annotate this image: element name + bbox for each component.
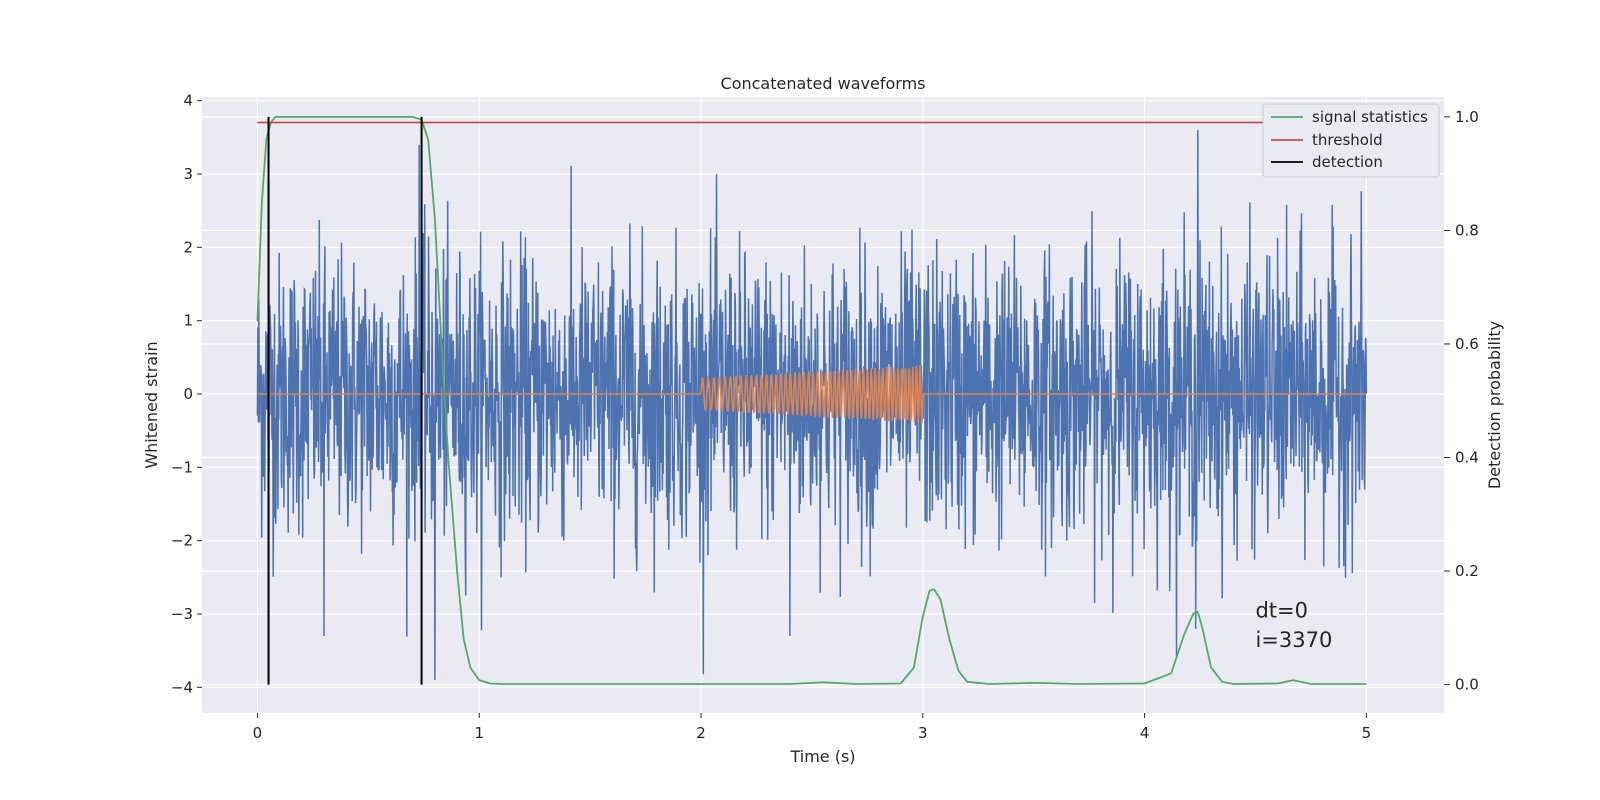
y-tick-label: 0 bbox=[183, 385, 193, 403]
y2-tick-label: 0.8 bbox=[1455, 221, 1479, 239]
y-tick-label: 1 bbox=[183, 312, 193, 330]
legend-label-signal-statistics: signal statistics bbox=[1312, 108, 1428, 126]
legend-label-threshold: threshold bbox=[1312, 131, 1383, 149]
y2-tick-label: 0.6 bbox=[1455, 335, 1479, 353]
legend: signal statistics threshold detection bbox=[1262, 103, 1440, 178]
y-tick-label: 2 bbox=[183, 238, 193, 256]
legend-box bbox=[1262, 103, 1440, 178]
x-tick-label: 2 bbox=[696, 724, 706, 742]
annotation-i: i=3370 bbox=[1255, 628, 1332, 652]
y2-tick-label: 0.4 bbox=[1455, 449, 1479, 467]
y-tick-label: −1 bbox=[171, 458, 193, 476]
series-layer bbox=[256, 116, 1368, 685]
y2-axis-label: Detection probability bbox=[1485, 321, 1504, 489]
series-injected-waveform bbox=[257, 364, 1367, 424]
y-tick-label: −3 bbox=[171, 605, 193, 623]
y-tick-label: −2 bbox=[171, 532, 193, 550]
x-axis-label: Time (s) bbox=[789, 747, 855, 766]
y-tick-label: 3 bbox=[183, 165, 193, 183]
x-tick-label: 5 bbox=[1362, 724, 1372, 742]
y-tick-label: 4 bbox=[183, 92, 193, 110]
y2-tick-label: 1.0 bbox=[1455, 108, 1479, 126]
legend-label-detection: detection bbox=[1312, 153, 1383, 171]
x-tick-label: 1 bbox=[474, 724, 484, 742]
x-tick-label: 0 bbox=[253, 724, 263, 742]
grid-lines bbox=[202, 97, 1444, 713]
series-signal-statistics bbox=[256, 116, 1367, 685]
x-tick-label: 3 bbox=[918, 724, 928, 742]
annotation-dt: dt=0 bbox=[1255, 599, 1308, 623]
y-tick-label: −4 bbox=[171, 678, 193, 696]
chart-title: Concatenated waveforms bbox=[721, 74, 926, 93]
x-tick-label: 4 bbox=[1140, 724, 1150, 742]
y2-tick-label: 0.2 bbox=[1455, 562, 1479, 580]
y-axis-label: Whitened strain bbox=[142, 341, 161, 468]
ticks-layer: 0 1 2 3 4 5 4 3 2 1 0 −1 −2 −3 −4 1.0 0.8 0.6 0.4 0.2 0.0 bbox=[171, 92, 1479, 742]
y2-tick-label: 0.0 bbox=[1455, 676, 1479, 694]
